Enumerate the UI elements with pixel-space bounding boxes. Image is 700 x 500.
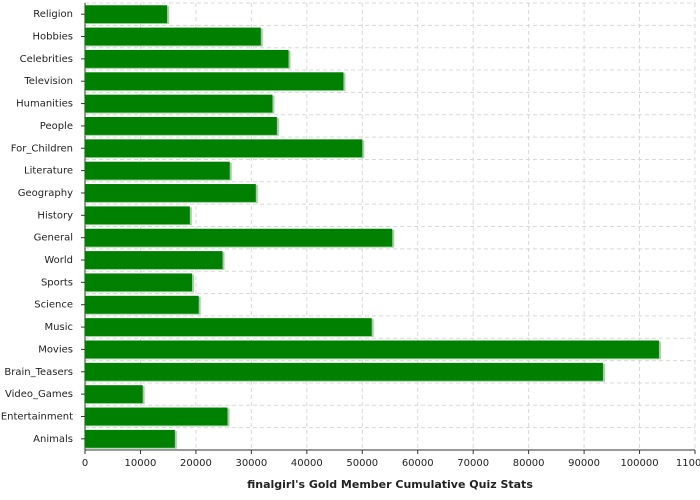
y-tick-label: People: [40, 121, 73, 132]
bar: [85, 273, 193, 292]
x-tick-label: 60000: [402, 458, 434, 469]
bar: [85, 228, 393, 247]
x-tick-label: 90000: [568, 458, 600, 469]
y-tick-label: Television: [23, 76, 73, 87]
y-tick-label: Geography: [18, 188, 73, 199]
x-tick-label: 10000: [125, 458, 157, 469]
x-tick-label: 100000: [620, 458, 658, 469]
bar: [85, 385, 143, 404]
bar: [85, 206, 190, 225]
bar: [85, 429, 175, 448]
y-tick-label: Humanities: [16, 99, 73, 110]
y-tick-label: Movies: [38, 344, 73, 355]
x-tick-label: 80000: [513, 458, 545, 469]
y-tick-label: Brain_Teasers: [4, 367, 73, 378]
bar: [85, 184, 256, 202]
bar: [85, 318, 372, 337]
y-tick-label: Animals: [33, 434, 73, 445]
x-tick-label: 20000: [180, 458, 212, 469]
y-tick-label: Science: [34, 300, 73, 311]
y-tick-label: Entertainment: [1, 411, 73, 422]
y-tick-label: Literature: [24, 166, 73, 177]
x-tick-label: 40000: [291, 458, 323, 469]
x-tick-label: 50000: [346, 458, 378, 469]
bar: [85, 295, 199, 314]
bar: [85, 72, 344, 91]
y-tick-label: Celebrities: [20, 54, 73, 65]
y-tick-label: Hobbies: [33, 32, 73, 43]
bar: [85, 27, 261, 46]
bar: [85, 161, 230, 180]
x-tick-label: 70000: [457, 458, 489, 469]
bar: [85, 251, 223, 269]
x-tick-label: 110000: [676, 458, 700, 469]
bar: [85, 116, 277, 135]
y-tick-label: Music: [45, 322, 73, 333]
bar: [85, 5, 168, 24]
chart-title: finalgirl's Gold Member Cumulative Quiz …: [247, 478, 533, 491]
bar: [85, 49, 289, 68]
y-tick-label: General: [34, 233, 73, 244]
x-tick-label: 30000: [235, 458, 267, 469]
bar: [85, 139, 363, 158]
x-tick-label: 0: [82, 458, 88, 469]
y-tick-label: For_Children: [11, 143, 73, 154]
bar: [85, 340, 659, 359]
bar: [85, 94, 273, 113]
bar: [85, 362, 603, 381]
y-tick-label: Video_Games: [5, 389, 73, 400]
bar: [85, 407, 228, 426]
y-tick-label: History: [37, 210, 73, 221]
y-tick-label: World: [44, 255, 73, 266]
y-tick-label: Religion: [33, 9, 73, 20]
y-tick-label: Sports: [41, 277, 73, 288]
